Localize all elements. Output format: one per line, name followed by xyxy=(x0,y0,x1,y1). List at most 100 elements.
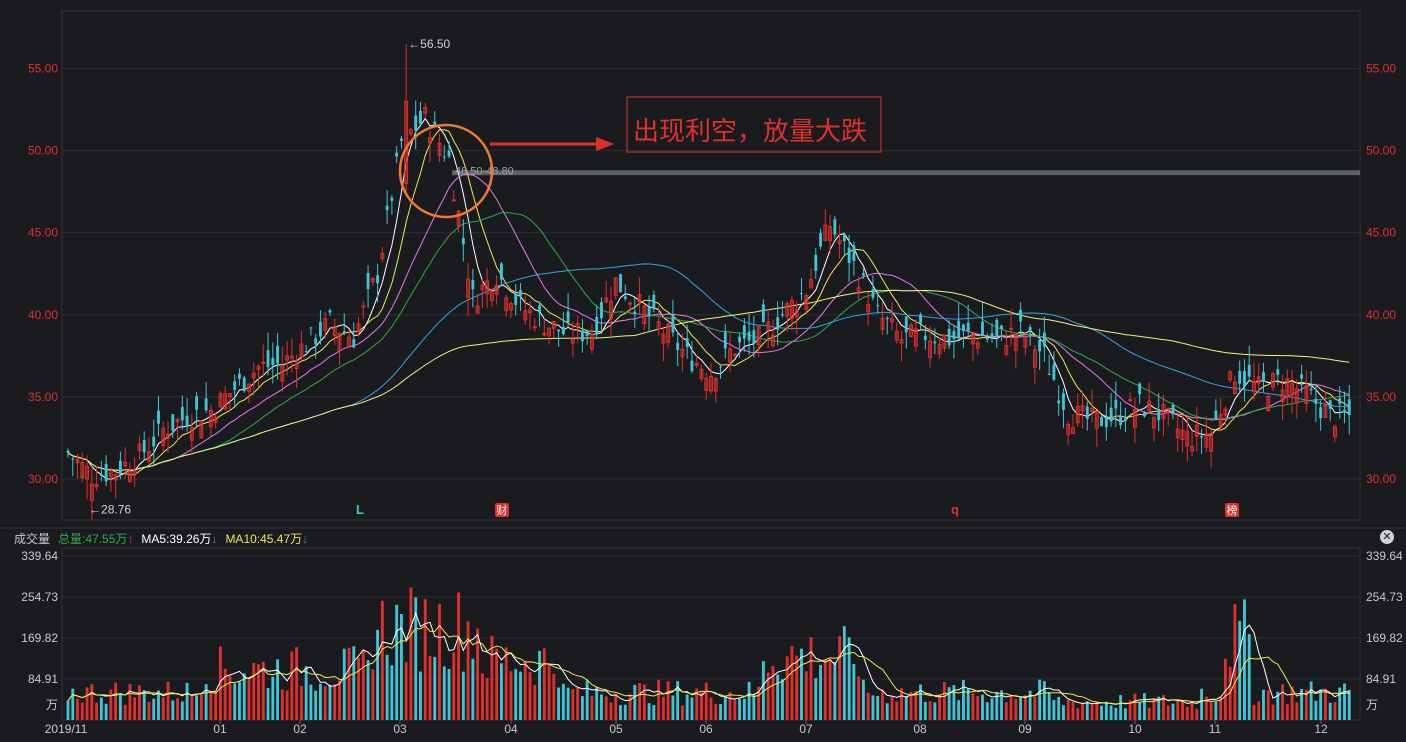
volume-bar xyxy=(1081,702,1084,720)
candle-body xyxy=(957,320,961,338)
candle-body xyxy=(899,339,904,344)
volume-bar xyxy=(604,696,608,720)
volume-bar xyxy=(166,681,170,720)
volume-bar xyxy=(1014,698,1018,720)
candle-body xyxy=(256,366,261,370)
volume-bar xyxy=(242,673,246,720)
candle-body xyxy=(694,362,699,366)
volume-bar xyxy=(1295,702,1299,720)
volume-bar xyxy=(142,690,146,720)
volume-bar xyxy=(209,691,213,720)
price-tick-label: 30.00 xyxy=(1366,472,1396,486)
volume-bar xyxy=(566,687,570,720)
volume-bar xyxy=(233,683,237,720)
candle-body xyxy=(390,197,394,201)
candle-body xyxy=(1243,370,1246,387)
candle-body xyxy=(380,252,385,260)
volume-tick-label: 339.64 xyxy=(1366,549,1403,563)
volume-bar xyxy=(1033,696,1037,720)
candle-body xyxy=(1013,334,1018,351)
event-flag-label: q xyxy=(951,502,959,517)
candle-body xyxy=(566,311,570,323)
close-volume-panel-icon[interactable]: ✕ xyxy=(1380,530,1394,544)
candle-body xyxy=(228,392,232,398)
candle-body xyxy=(942,334,947,349)
candle-body xyxy=(923,335,927,340)
volume-bar xyxy=(523,661,527,720)
candle-body xyxy=(709,375,713,392)
candle-body xyxy=(456,210,461,227)
candle-body xyxy=(242,377,246,392)
candle-body xyxy=(1157,409,1161,421)
volume-bar xyxy=(238,681,241,720)
volume-bar xyxy=(714,703,718,720)
volume-bar xyxy=(942,681,946,720)
volume-bar xyxy=(1233,604,1237,720)
candle-body xyxy=(1238,370,1242,384)
candle-body xyxy=(213,416,218,423)
candle-body xyxy=(1100,416,1103,427)
volume-bar xyxy=(652,704,656,720)
volume-bar xyxy=(266,688,270,720)
volume-bar xyxy=(1042,681,1046,720)
volume-bar xyxy=(1004,702,1008,720)
price-markers: ←56.50 ←28.76 48.50-48.80 xyxy=(89,37,514,516)
volume-bar xyxy=(728,692,732,720)
volume-bar xyxy=(1247,634,1251,720)
volume-bar xyxy=(514,669,518,720)
candle-body xyxy=(652,294,656,310)
volume-bar xyxy=(218,646,222,720)
volume-bar xyxy=(476,628,480,720)
candle-body xyxy=(738,336,742,343)
candle-body xyxy=(504,297,509,312)
volume-bar xyxy=(771,666,775,720)
volume-bar xyxy=(528,672,532,720)
volume-tick-label: 万 xyxy=(1366,698,1378,712)
volume-bar xyxy=(661,696,665,720)
volume-bar xyxy=(938,694,942,720)
candle-body xyxy=(251,372,256,379)
candle-body xyxy=(781,314,784,316)
volume-bar xyxy=(600,694,603,720)
candle-body xyxy=(1057,400,1061,404)
candle-body xyxy=(1042,332,1046,347)
candle-body xyxy=(633,311,637,314)
candle-body xyxy=(1204,433,1209,448)
candle-body xyxy=(1314,398,1318,404)
volume-bar xyxy=(814,678,818,720)
candle-body xyxy=(557,329,561,332)
volume-bar xyxy=(1143,693,1146,720)
volume-bar xyxy=(995,691,999,720)
volume-bar xyxy=(614,693,618,720)
candle-body xyxy=(1114,399,1118,409)
candle-body xyxy=(814,254,818,272)
volume-bar xyxy=(1262,689,1265,720)
candle-body xyxy=(847,247,851,264)
candle-body xyxy=(137,443,142,451)
candle-body xyxy=(376,275,380,284)
volume-bar xyxy=(314,690,318,720)
volume-bar xyxy=(357,657,360,720)
x-tick-label: 2019/11 xyxy=(45,722,88,736)
volume-legend: 成交量 总量:47.55万↑ MA5:39.26万↓ MA10:45.47万↓ xyxy=(14,529,308,547)
volume-ma10-line xyxy=(67,624,1350,705)
price-tick-label: 40.00 xyxy=(1366,308,1396,322)
candle-body xyxy=(1028,327,1032,332)
volume-bar xyxy=(85,687,89,720)
candle-body xyxy=(570,338,575,344)
x-axis: 2019/11 01 02 03 04 05 06 07 08 09 10 11 12 xyxy=(45,720,1328,736)
volume-bar xyxy=(1323,688,1327,720)
candle-body xyxy=(1180,429,1185,441)
volume-bar xyxy=(1166,705,1170,720)
candle-body xyxy=(800,293,803,295)
candle-body xyxy=(1052,364,1056,380)
candle-body xyxy=(471,280,475,290)
candle-body xyxy=(233,381,237,390)
volume-bar xyxy=(1114,707,1118,720)
volume-bar xyxy=(1028,690,1032,720)
candle-body xyxy=(1175,428,1180,439)
candle-body xyxy=(71,458,75,460)
candle-body xyxy=(404,100,409,184)
candle-body xyxy=(894,330,899,341)
